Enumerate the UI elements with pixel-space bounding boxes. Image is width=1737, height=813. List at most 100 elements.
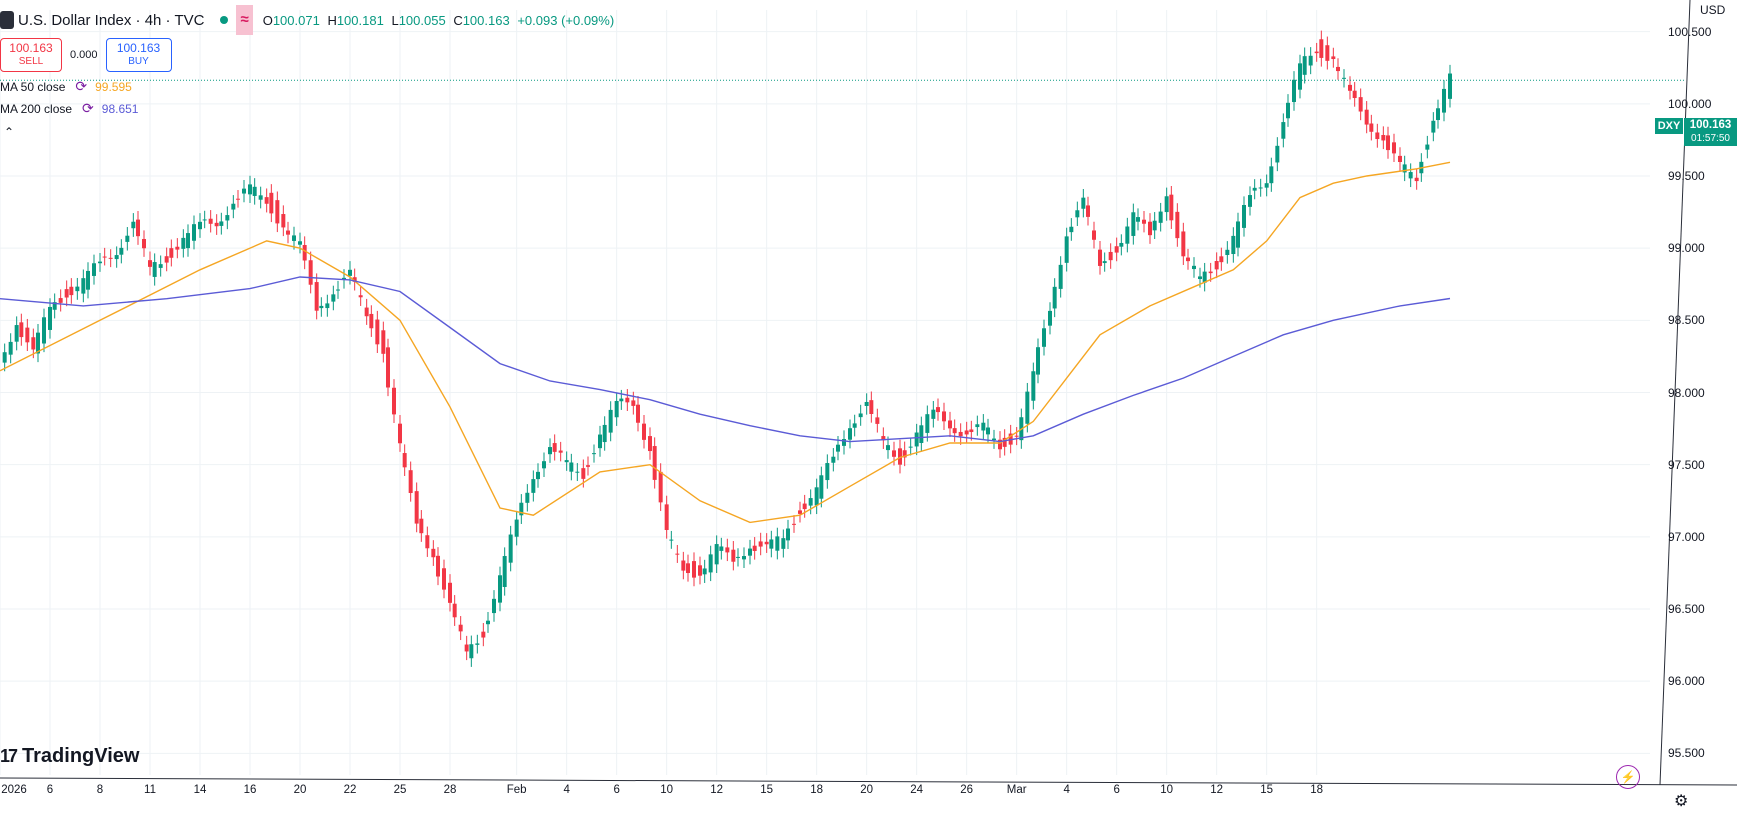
candle-body	[892, 450, 896, 457]
candle-body	[1258, 187, 1263, 189]
candle-body	[614, 400, 619, 418]
candle-body	[908, 446, 913, 448]
candle-body	[214, 222, 219, 227]
candle-body	[308, 260, 313, 285]
candle-body	[1275, 145, 1280, 163]
logo-mark-icon: 17	[0, 746, 18, 766]
candle-body	[258, 195, 263, 200]
candle-body	[898, 448, 902, 465]
time-label: 10	[1160, 784, 1174, 796]
candle-body	[948, 420, 952, 429]
ma200-line	[0, 276, 1451, 443]
price-label: 100.500	[1668, 24, 1712, 39]
candle-body	[114, 255, 119, 260]
candle-body	[848, 428, 852, 440]
refresh-icon[interactable]: ⟳	[82, 100, 94, 116]
candle-body	[98, 261, 102, 264]
time-label: Mar	[1006, 784, 1027, 796]
candle-body	[414, 491, 419, 524]
indicator-ma200[interactable]: MA 200 close ⟳ 98.651	[0, 100, 139, 116]
time-label: 4	[1063, 784, 1070, 796]
candle-body	[814, 487, 819, 506]
candle-body	[842, 439, 846, 446]
indicator-ma50[interactable]: MA 50 close ⟳ 99.595	[0, 78, 132, 94]
collapse-legend-icon[interactable]: ⌃	[4, 125, 15, 139]
time-label: 26	[960, 784, 974, 796]
time-label: 8	[96, 784, 104, 796]
candle-body	[1292, 79, 1296, 103]
candle-body	[975, 424, 980, 428]
candle-body	[669, 539, 674, 541]
currency-label: USD	[1700, 3, 1726, 17]
candle-body	[1414, 177, 1419, 182]
candle-body	[692, 561, 696, 578]
candle-body	[325, 303, 330, 309]
candle-body	[964, 430, 969, 435]
settings-gear-icon[interactable]: ⚙	[1674, 793, 1689, 810]
candle-body	[1208, 271, 1213, 274]
candle-body	[364, 307, 369, 317]
symbol-icon[interactable]	[0, 11, 14, 29]
candle-body	[1042, 328, 1046, 347]
candle-body	[858, 413, 863, 418]
price-label: 95.500	[1668, 746, 1705, 761]
candle-body	[498, 575, 502, 603]
time-label: 22	[343, 784, 357, 796]
candle-body	[69, 286, 74, 296]
candle-body	[136, 219, 140, 237]
wave-icon[interactable]: ≈	[236, 5, 253, 35]
candle-body	[514, 519, 519, 537]
candle-body	[198, 221, 202, 230]
candle-body	[1158, 211, 1163, 223]
candle-body	[1286, 102, 1290, 119]
candle-body	[608, 409, 613, 433]
candle-body	[1198, 276, 1202, 280]
candle-body	[2, 352, 7, 363]
candle-body	[1102, 261, 1107, 264]
buy-button[interactable]: 100.163 BUY	[105, 38, 172, 72]
candle-body	[1069, 226, 1074, 233]
candle-body	[286, 230, 290, 235]
candle-body	[1058, 264, 1063, 289]
candle-body	[836, 444, 840, 452]
tradingview-logo[interactable]: 17 TradingView	[0, 745, 140, 767]
candle-body	[792, 523, 796, 525]
candle-body	[1014, 435, 1019, 437]
candle-body	[1298, 63, 1302, 90]
candle-body	[336, 289, 340, 291]
candle-body	[225, 215, 230, 221]
candle-body	[1164, 196, 1169, 213]
ma50-line	[0, 161, 1451, 524]
candle-body	[758, 541, 763, 547]
market-status-icon[interactable]	[220, 16, 229, 24]
candle-body	[469, 644, 474, 659]
candle-body	[31, 337, 36, 350]
time-label: 18	[1310, 784, 1324, 796]
candle-body	[619, 398, 624, 402]
candle-body	[602, 424, 607, 443]
lightning-icon[interactable]: ⚡	[1616, 765, 1640, 789]
candle-body	[1148, 221, 1152, 236]
candle-body	[242, 188, 246, 194]
candle-body	[919, 425, 924, 443]
price-label: 97.000	[1668, 529, 1705, 544]
candle-body	[881, 436, 886, 441]
candle-body	[1392, 142, 1396, 154]
candle-body	[169, 248, 174, 258]
candle-body	[386, 347, 390, 388]
candle-body	[652, 446, 657, 480]
candle-body	[802, 503, 807, 510]
symbol-title[interactable]: U.S. Dollar Index · 4h · TVC	[18, 11, 205, 29]
candle-body	[548, 447, 552, 455]
candle-body	[569, 462, 574, 472]
candle-body	[1358, 97, 1363, 112]
candle-body	[1098, 249, 1102, 266]
candle-body	[448, 582, 452, 603]
candle-body	[1408, 172, 1413, 179]
candle-body	[714, 544, 719, 565]
sell-button[interactable]: 100.163 SELL	[0, 38, 62, 72]
candle-body	[764, 541, 769, 545]
refresh-icon[interactable]: ⟳	[75, 78, 88, 94]
candle-body	[292, 235, 296, 241]
